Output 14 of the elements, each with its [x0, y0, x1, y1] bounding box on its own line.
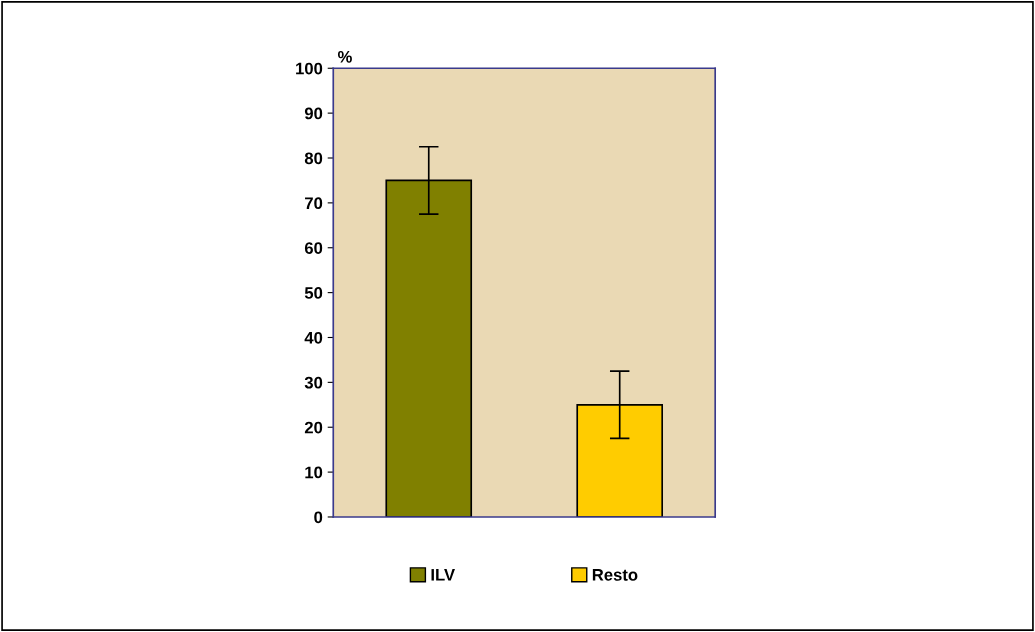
- y-tick-label: 100: [296, 62, 323, 75]
- y-tick-label: 60: [304, 242, 323, 254]
- y-tick-label: 50: [304, 287, 323, 299]
- legend-label: Resto: [592, 569, 638, 581]
- y-tick-label: 20: [304, 421, 323, 434]
- y-tick-label: 80: [304, 152, 323, 165]
- y-tick-label: 70: [305, 197, 323, 210]
- y-axis-title: %: [337, 50, 352, 63]
- y-tick-label: 90: [304, 107, 323, 120]
- y-tick-label: 10: [305, 466, 323, 479]
- y-tick-label: 40: [304, 331, 323, 344]
- y-tick-label: 0: [314, 511, 323, 524]
- y-tick-label: 30: [304, 376, 323, 389]
- legend-label: ILV: [431, 569, 455, 581]
